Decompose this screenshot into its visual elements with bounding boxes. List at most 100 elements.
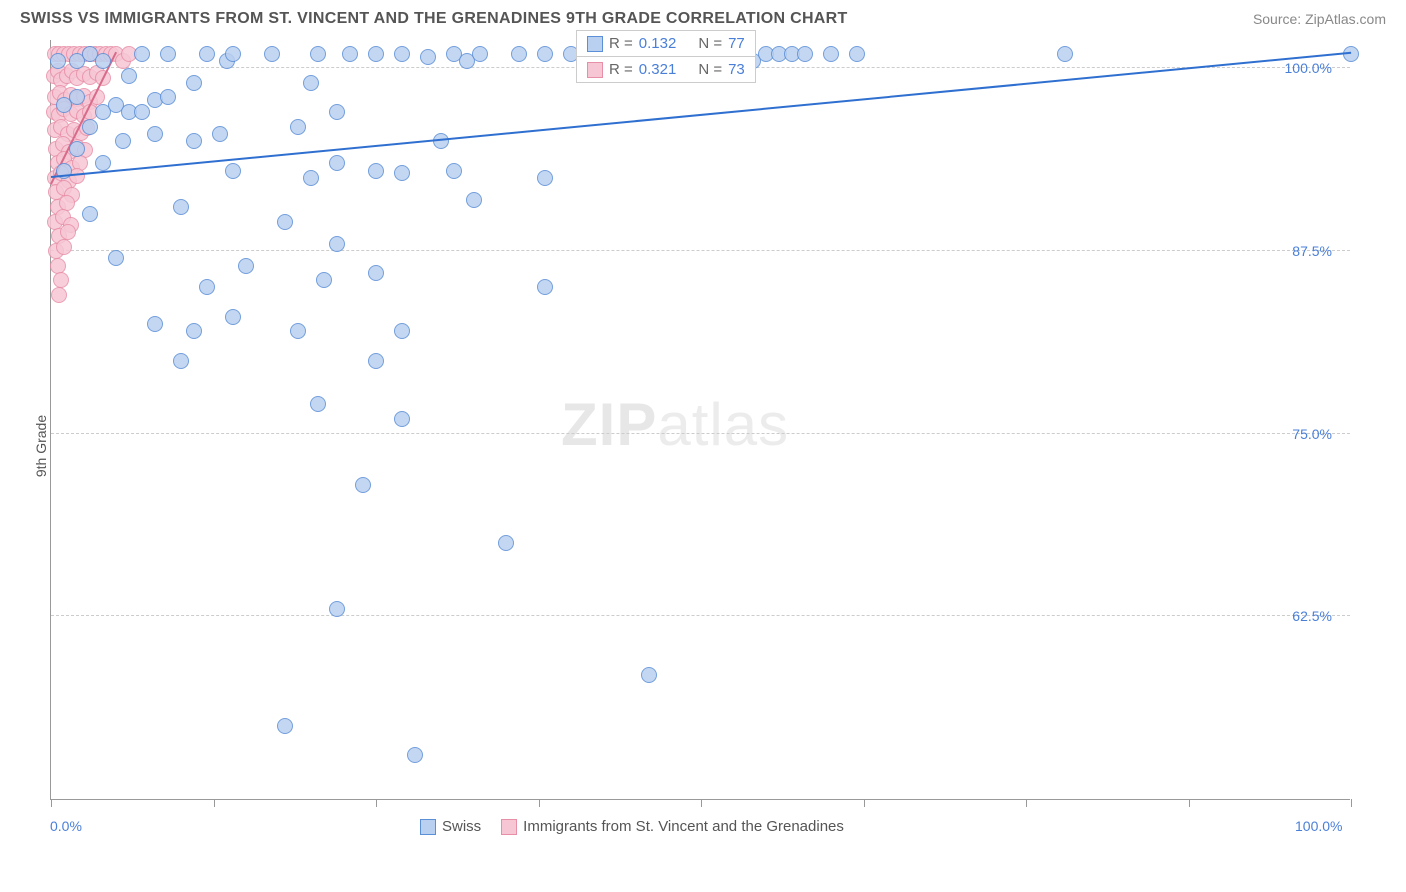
scatter-marker	[53, 272, 69, 288]
scatter-marker	[823, 46, 839, 62]
legend-label: Immigrants from St. Vincent and the Gren…	[523, 818, 844, 835]
scatter-marker	[329, 236, 345, 252]
scatter-marker	[277, 214, 293, 230]
scatter-marker	[173, 353, 189, 369]
scatter-marker	[147, 126, 163, 142]
scatter-marker	[329, 104, 345, 120]
scatter-marker	[186, 133, 202, 149]
x-tick	[539, 799, 540, 807]
y-tick-label: 62.5%	[1292, 608, 1332, 624]
y-axis-label: 9th Grade	[33, 415, 49, 477]
scatter-marker	[498, 535, 514, 551]
scatter-marker	[95, 53, 111, 69]
scatter-marker	[69, 141, 85, 157]
scatter-marker	[186, 75, 202, 91]
x-tick-label: 100.0%	[1295, 818, 1342, 834]
scatter-marker	[225, 163, 241, 179]
legend-swatch	[420, 819, 436, 835]
scatter-marker	[394, 46, 410, 62]
scatter-marker	[420, 49, 436, 65]
legend-swatch	[587, 62, 603, 78]
scatter-marker	[82, 206, 98, 222]
scatter-marker	[355, 477, 371, 493]
scatter-marker	[641, 667, 657, 683]
scatter-marker	[173, 199, 189, 215]
x-tick	[214, 799, 215, 807]
scatter-marker	[264, 46, 280, 62]
x-tick	[51, 799, 52, 807]
n-label: N =	[698, 61, 722, 78]
scatter-marker	[537, 279, 553, 295]
legend-swatch	[501, 819, 517, 835]
scatter-marker	[134, 46, 150, 62]
r-label: R =	[609, 35, 633, 52]
legend-stats-row: R =0.132N =77	[577, 31, 755, 56]
n-value: 73	[728, 61, 745, 78]
scatter-marker	[849, 46, 865, 62]
x-tick	[1026, 799, 1027, 807]
scatter-marker	[310, 396, 326, 412]
n-label: N =	[698, 35, 722, 52]
source-label: Source: ZipAtlas.com	[1253, 11, 1386, 27]
chart-plot-area: ZIPatlas 62.5%75.0%87.5%100.0%R =0.132N …	[50, 40, 1350, 800]
watermark-thin: atlas	[657, 391, 789, 458]
legend-stats-row: R = 0.321 N = 73	[577, 56, 755, 82]
scatter-marker	[368, 46, 384, 62]
scatter-marker	[238, 258, 254, 274]
scatter-marker	[310, 46, 326, 62]
y-tick-label: 100.0%	[1285, 60, 1332, 76]
scatter-marker	[797, 46, 813, 62]
scatter-marker	[225, 46, 241, 62]
n-value: 77	[728, 35, 745, 52]
scatter-marker	[51, 287, 67, 303]
scatter-marker	[186, 323, 202, 339]
scatter-marker	[277, 718, 293, 734]
scatter-marker	[446, 163, 462, 179]
scatter-marker	[59, 195, 75, 211]
r-value: 0.321	[639, 61, 677, 78]
scatter-marker	[433, 133, 449, 149]
scatter-marker	[199, 46, 215, 62]
scatter-marker	[394, 411, 410, 427]
scatter-marker	[368, 163, 384, 179]
scatter-marker	[303, 75, 319, 91]
scatter-marker	[394, 323, 410, 339]
legend-item: Swiss	[420, 818, 481, 835]
scatter-marker	[303, 170, 319, 186]
scatter-marker	[394, 165, 410, 181]
y-tick-label: 75.0%	[1292, 426, 1332, 442]
legend-label: Swiss	[442, 818, 481, 835]
x-tick	[864, 799, 865, 807]
scatter-marker	[82, 119, 98, 135]
scatter-marker	[147, 316, 163, 332]
x-tick	[376, 799, 377, 807]
scatter-marker	[537, 170, 553, 186]
scatter-marker	[50, 258, 66, 274]
scatter-marker	[56, 239, 72, 255]
scatter-marker	[134, 104, 150, 120]
scatter-marker	[472, 46, 488, 62]
scatter-marker	[95, 155, 111, 171]
scatter-marker	[160, 46, 176, 62]
scatter-marker	[121, 68, 137, 84]
scatter-marker	[537, 46, 553, 62]
r-label: R =	[609, 61, 633, 78]
scatter-marker	[290, 323, 306, 339]
scatter-marker	[1057, 46, 1073, 62]
y-tick-label: 87.5%	[1292, 243, 1332, 259]
x-tick	[701, 799, 702, 807]
x-tick	[1189, 799, 1190, 807]
scatter-marker	[407, 747, 423, 763]
gridline	[51, 433, 1350, 434]
scatter-marker	[199, 279, 215, 295]
scatter-marker	[466, 192, 482, 208]
gridline	[51, 615, 1350, 616]
scatter-marker	[342, 46, 358, 62]
scatter-marker	[69, 89, 85, 105]
scatter-marker	[225, 309, 241, 325]
scatter-marker	[108, 250, 124, 266]
scatter-marker	[329, 601, 345, 617]
scatter-marker	[115, 133, 131, 149]
legend-item: Immigrants from St. Vincent and the Gren…	[501, 818, 844, 835]
scatter-marker	[212, 126, 228, 142]
